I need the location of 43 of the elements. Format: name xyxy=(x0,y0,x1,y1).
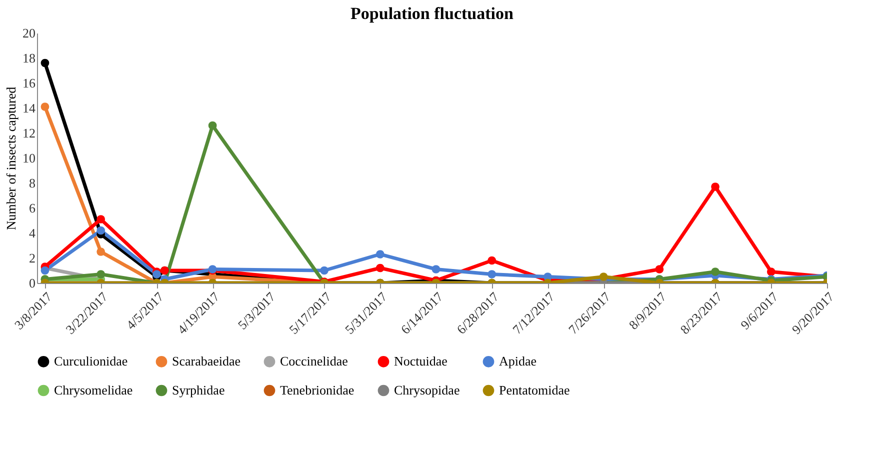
y-tick-label: 20 xyxy=(22,26,36,40)
point xyxy=(711,182,720,191)
point xyxy=(488,270,496,278)
legend-label: Noctuidae xyxy=(394,354,448,369)
point xyxy=(96,248,106,256)
point xyxy=(152,270,161,278)
point xyxy=(208,121,217,130)
legend-label: Apidae xyxy=(499,354,537,369)
y-tick-label: 0 xyxy=(29,276,36,290)
legend-label: Coccinelidae xyxy=(280,354,348,369)
point xyxy=(711,268,720,276)
y-tick-label: 12 xyxy=(22,126,36,140)
legend-label: Scarabaeidae xyxy=(172,354,241,369)
point xyxy=(96,215,106,224)
y-tick-label: 8 xyxy=(29,176,36,190)
y-tick-label: 6 xyxy=(29,200,36,216)
legend-label: Chrysopidae xyxy=(394,382,460,398)
point xyxy=(376,264,384,272)
y-tick-label: 14 xyxy=(22,100,36,116)
y-tick-label: 10 xyxy=(22,150,36,166)
point xyxy=(40,266,50,275)
point xyxy=(432,265,440,274)
y-axis-title: Number of insects captured xyxy=(4,86,18,230)
point xyxy=(40,58,50,68)
point xyxy=(320,266,328,275)
legend-label: Curculionidae xyxy=(54,354,128,369)
point xyxy=(40,102,50,111)
point xyxy=(655,265,664,274)
legend-label: Syrphidae xyxy=(172,382,225,398)
y-tick-label: 4 xyxy=(29,226,36,240)
y-tick-label: 18 xyxy=(22,50,36,66)
point xyxy=(599,272,608,281)
y-tick-label: 2 xyxy=(29,250,36,266)
y-tick-label: 16 xyxy=(22,76,36,90)
legend-label: Chrysomelidae xyxy=(54,382,133,398)
point xyxy=(766,268,776,276)
chart-title: Population fluctuation xyxy=(350,4,514,23)
point xyxy=(96,226,106,235)
point xyxy=(376,250,384,258)
legend-label: Tenebrionidae xyxy=(280,382,354,398)
point xyxy=(96,270,106,278)
point xyxy=(488,256,496,265)
legend-label: Pentatomidae xyxy=(499,382,570,398)
